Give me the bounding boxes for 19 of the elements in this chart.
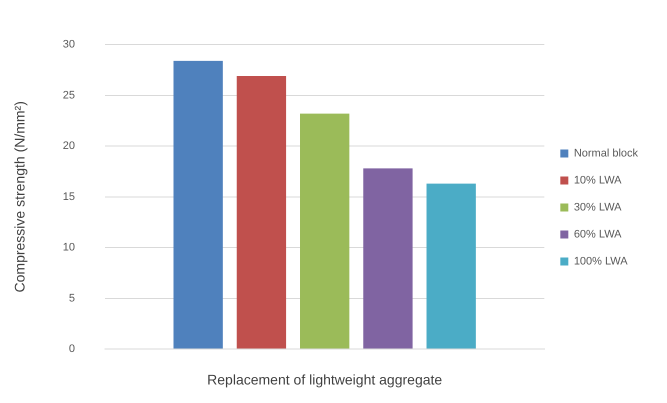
- legend-label: 60% LWA: [574, 228, 622, 241]
- legend-label: Normal block: [574, 148, 638, 160]
- y-tick-label: 25: [62, 89, 76, 102]
- bar: [426, 184, 476, 348]
- bar: [300, 114, 350, 348]
- y-tick-label: 30: [62, 38, 76, 51]
- bar: [363, 168, 413, 348]
- y-tick-label: 15: [62, 190, 76, 203]
- bar: [236, 76, 286, 348]
- legend-label: 10% LWA: [574, 174, 622, 187]
- legend-label: 100% LWA: [574, 256, 628, 268]
- y-tick-label: 5: [68, 292, 76, 304]
- y-axis-title: Compressive strength (N/mm²): [11, 101, 28, 292]
- x-axis-title: Replacement of lightweight aggregate: [207, 371, 442, 388]
- y-tick-label: 10: [62, 242, 76, 254]
- y-tick-label: 20: [62, 140, 76, 152]
- bar: [173, 60, 223, 348]
- y-tick-label: 0: [68, 343, 76, 356]
- legend-label: 30% LWA: [574, 202, 622, 214]
